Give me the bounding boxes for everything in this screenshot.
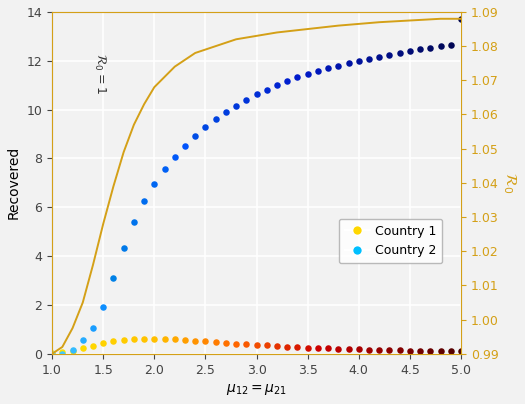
Point: [150, 335, 159, 342]
Point: [79, 337, 87, 343]
Point: [324, 345, 332, 351]
Point: [365, 346, 373, 353]
Point: [262, 342, 271, 349]
Point: [344, 346, 353, 352]
Point: [334, 63, 342, 69]
Point: [68, 347, 77, 354]
Point: [354, 346, 363, 353]
Point: [140, 335, 148, 342]
Point: [130, 219, 138, 225]
Point: [201, 124, 209, 130]
Point: [416, 347, 424, 354]
Y-axis label: $\mathcal{R}_0$: $\mathcal{R}_0$: [501, 172, 518, 194]
Point: [120, 337, 128, 343]
Point: [191, 337, 200, 344]
Point: [406, 347, 414, 354]
Point: [293, 344, 302, 350]
Point: [314, 345, 322, 351]
Point: [242, 97, 250, 103]
Point: [354, 57, 363, 64]
Point: [395, 50, 404, 56]
Point: [395, 347, 404, 354]
Point: [181, 143, 189, 149]
Point: [447, 42, 455, 48]
Point: [334, 345, 342, 352]
Point: [48, 350, 56, 356]
Text: $\mathcal{R}_0 = 1$: $\mathcal{R}_0 = 1$: [91, 53, 107, 94]
Point: [242, 341, 250, 347]
Point: [68, 347, 77, 354]
Point: [426, 347, 435, 354]
Point: [457, 348, 465, 355]
Point: [191, 133, 200, 140]
Point: [171, 336, 179, 343]
Point: [303, 345, 312, 351]
Point: [283, 343, 291, 350]
Point: [262, 86, 271, 93]
Point: [181, 337, 189, 343]
Point: [160, 336, 169, 342]
Point: [79, 345, 87, 351]
Point: [324, 65, 332, 72]
Point: [273, 343, 281, 349]
Point: [375, 53, 383, 60]
Point: [120, 244, 128, 251]
Point: [130, 336, 138, 342]
Point: [89, 325, 97, 331]
Point: [222, 109, 230, 115]
Y-axis label: Recovered: Recovered: [7, 146, 21, 219]
Point: [99, 304, 108, 310]
Point: [253, 91, 261, 98]
Point: [365, 56, 373, 62]
Point: [212, 116, 220, 122]
Point: [171, 154, 179, 160]
Point: [303, 71, 312, 77]
Point: [344, 60, 353, 66]
Point: [160, 166, 169, 173]
Point: [416, 46, 424, 53]
Point: [58, 351, 67, 357]
Point: [457, 16, 465, 23]
Point: [447, 348, 455, 355]
Legend: Country 1, Country 2: Country 1, Country 2: [339, 219, 443, 263]
Point: [109, 338, 118, 344]
Point: [99, 340, 108, 346]
Point: [232, 103, 240, 109]
Point: [283, 78, 291, 84]
Point: [212, 339, 220, 345]
X-axis label: $\mu_{12} = \mu_{21}$: $\mu_{12} = \mu_{21}$: [226, 382, 287, 397]
Point: [109, 275, 118, 281]
Point: [293, 74, 302, 81]
Point: [385, 347, 394, 354]
Point: [375, 347, 383, 353]
Point: [222, 339, 230, 346]
Point: [436, 43, 445, 50]
Point: [426, 44, 435, 51]
Point: [140, 198, 148, 204]
Point: [58, 349, 67, 356]
Point: [89, 343, 97, 349]
Point: [406, 48, 414, 54]
Point: [436, 348, 445, 354]
Point: [201, 338, 209, 345]
Point: [314, 68, 322, 74]
Point: [150, 181, 159, 187]
Point: [385, 51, 394, 58]
Point: [232, 340, 240, 347]
Point: [48, 351, 56, 357]
Point: [273, 82, 281, 88]
Point: [253, 342, 261, 348]
